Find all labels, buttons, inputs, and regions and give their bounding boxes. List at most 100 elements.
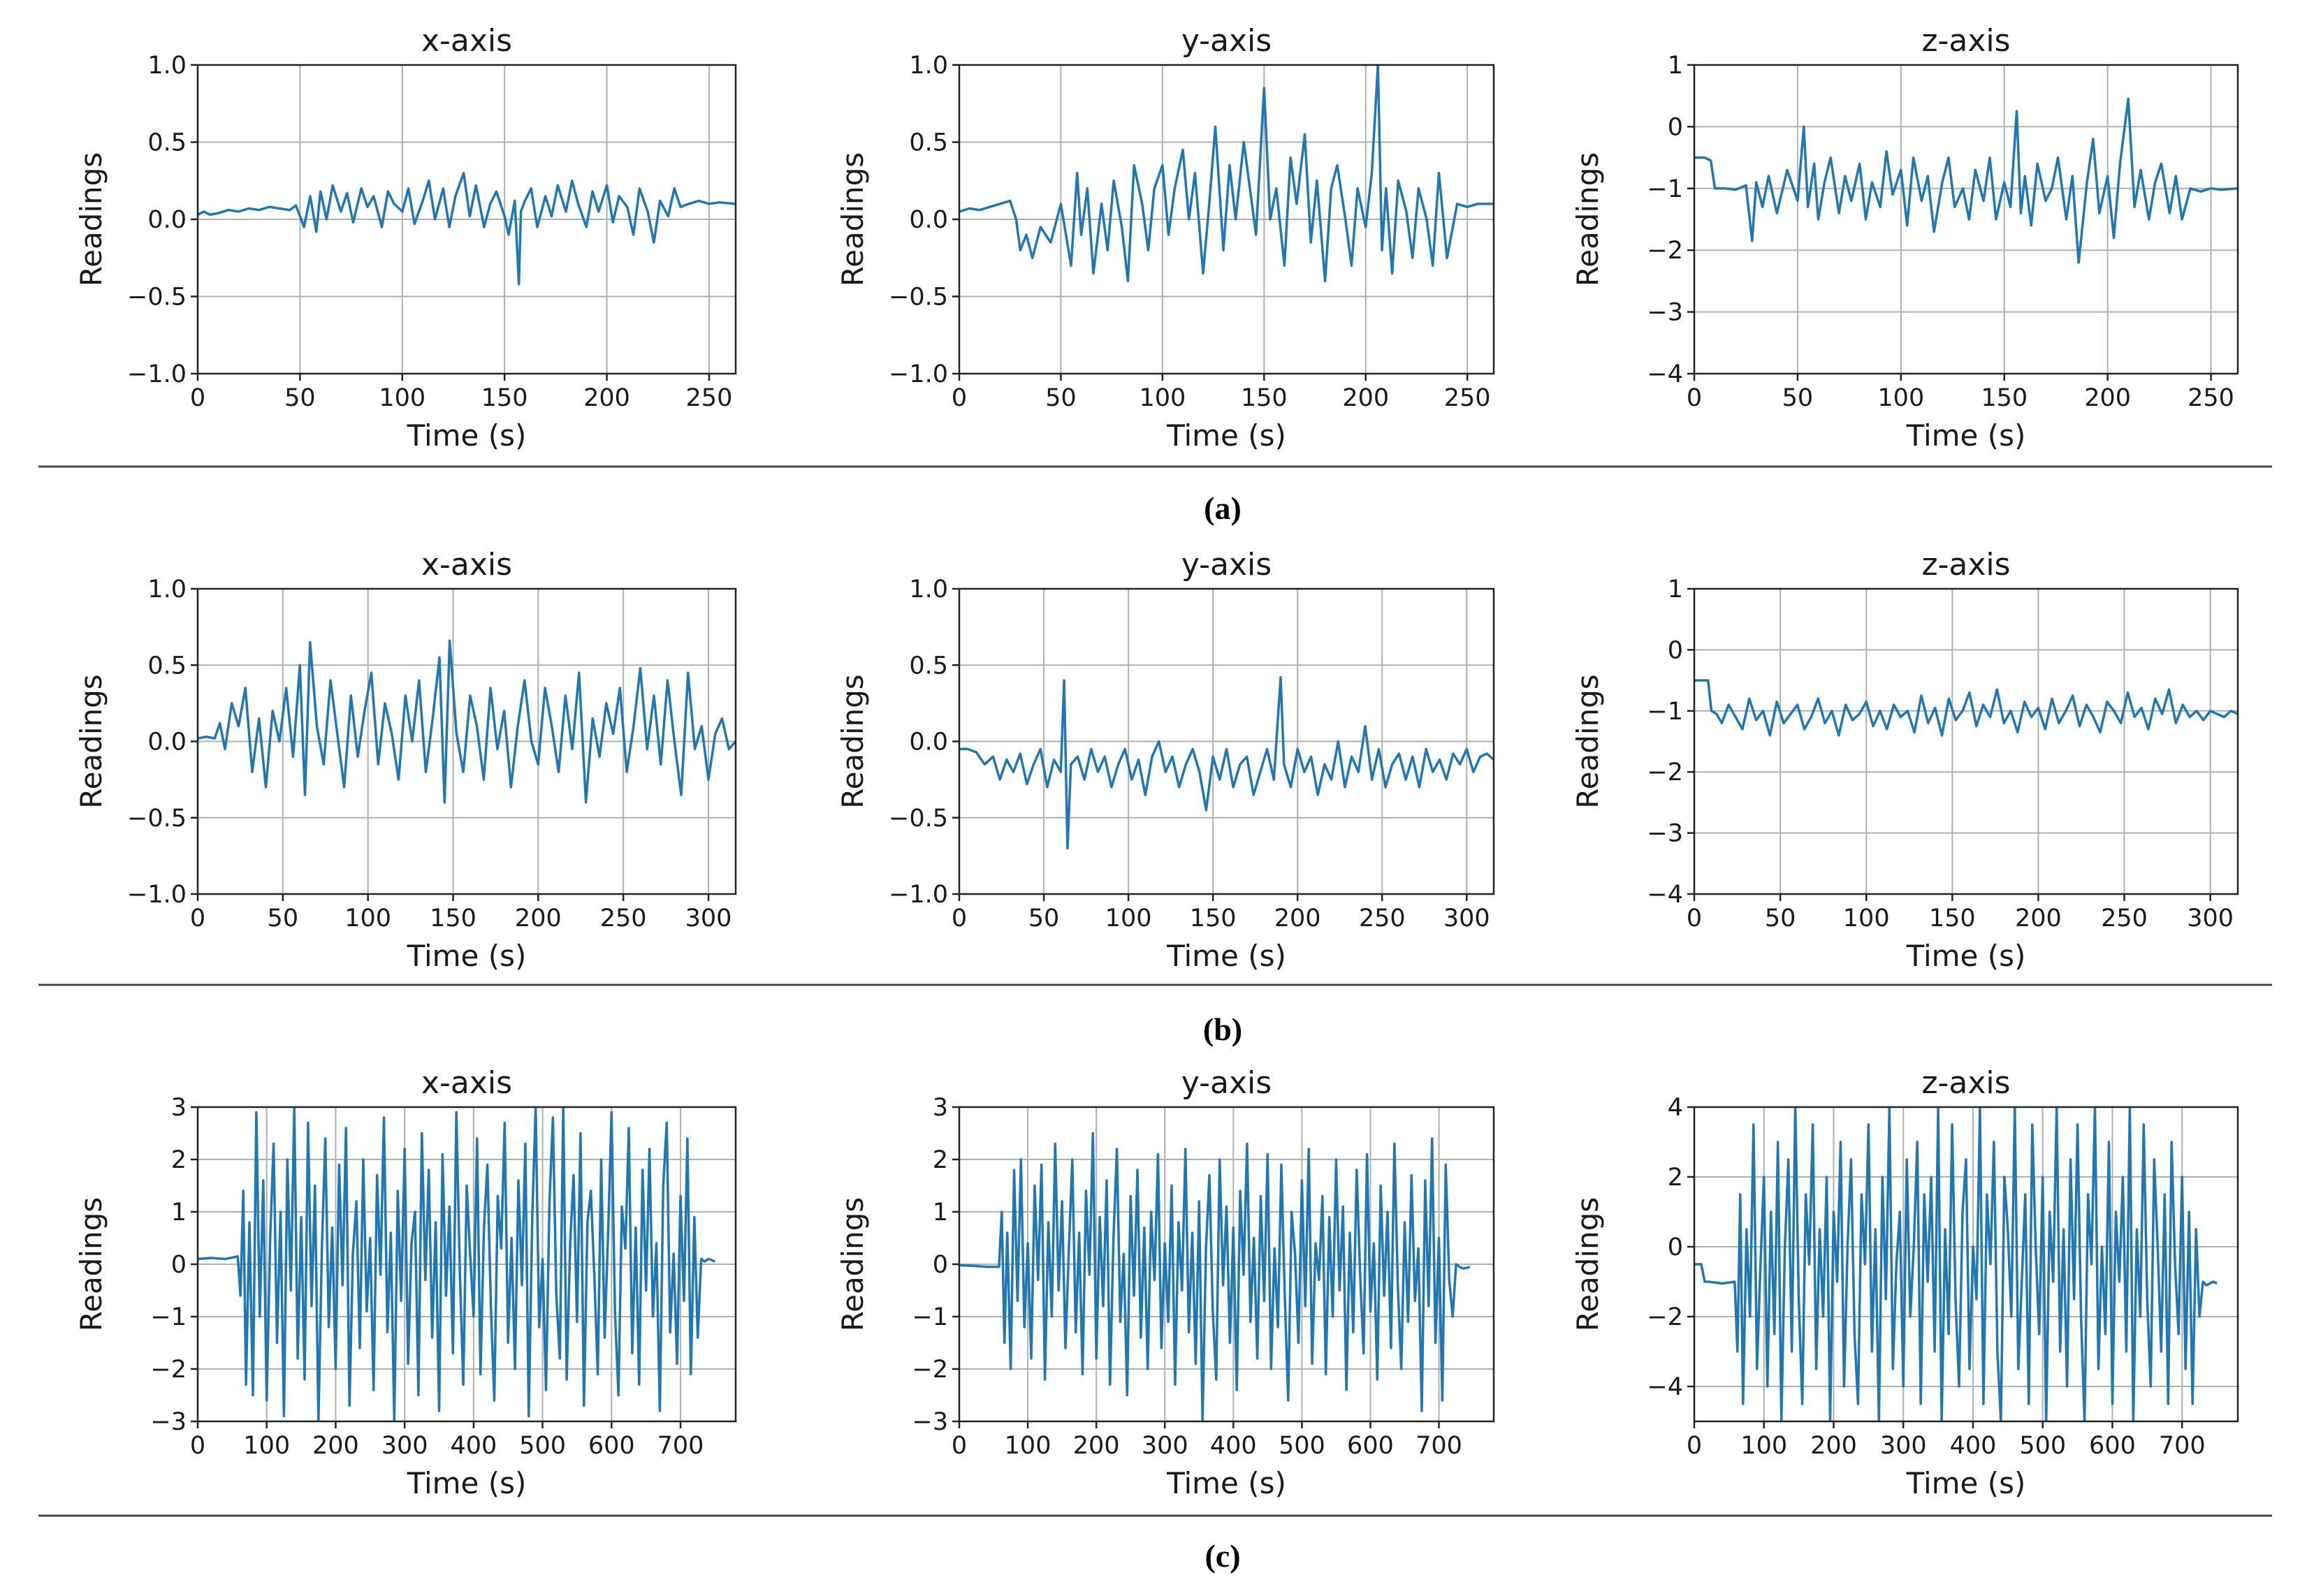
x-tick-label: 200 [515, 905, 562, 932]
subplot-y-axis: 0 50 100 150 200 250 300 −1.0 −0.5 0.0 0.5 1.0 y-axi… [836, 547, 1495, 973]
subplot-z-axis: 0 50 100 150 200 250 −4 −3 −2 −1 0 1 z-axis Time (s) R… [1571, 23, 2239, 453]
subplot-y-axis: 0 100 200 300 400 500 600 700 −3 −2 −1 0 1 2 3 y-axis Ti… [836, 1065, 1495, 1500]
x-tick-label: 0 [1687, 905, 1702, 932]
x-axis-label: Time (s) [1906, 418, 2026, 453]
y-tick-label: 1.0 [909, 576, 948, 603]
x-tick-label: 50 [268, 905, 299, 932]
y-tick-label: 1.0 [147, 576, 187, 603]
y-tick-label: 1 [1668, 576, 1683, 603]
y-tick-label: −0.5 [889, 284, 948, 312]
series-line [198, 171, 736, 286]
x-tick-label: 150 [1929, 905, 1976, 932]
x-tick-label: 400 [1210, 1432, 1257, 1460]
x-tick-label: 0 [190, 1432, 205, 1460]
x-tick-label: 300 [1443, 905, 1490, 932]
y-tick-label: −1 [1647, 175, 1683, 203]
y-tick-label: −1.0 [889, 360, 948, 388]
y-tick-label: 4 [1668, 1094, 1683, 1122]
y-axis-label: Readings [836, 674, 870, 808]
subplot-x-axis: 0 50 100 150 200 250 −1.0 −0.5 0.0 0.5 1.0 x-axis Ti… [74, 23, 737, 453]
y-axis-label: Readings [1571, 674, 1605, 808]
series-line [959, 675, 1494, 850]
series-line [1694, 679, 2238, 737]
subplot-y-axis: 0 50 100 150 200 250 −1.0 −0.5 0.0 0.5 1.0 y-axis Ti… [836, 23, 1495, 453]
x-axis-label: Time (s) [1906, 1466, 2026, 1500]
x-tick-label: 200 [1274, 905, 1321, 932]
y-tick-label: 0 [1668, 1233, 1683, 1261]
y-tick-label: −2 [150, 1356, 187, 1384]
x-tick-label: 250 [2188, 384, 2234, 412]
y-tick-label: −2 [912, 1356, 948, 1384]
x-tick-label: 600 [588, 1432, 635, 1460]
plot-frame [1693, 587, 2239, 895]
x-tick-label: 300 [381, 1432, 428, 1460]
y-axis-label: Readings [74, 152, 108, 286]
x-tick-label: 250 [600, 905, 647, 932]
x-tick-label: 100 [243, 1432, 290, 1460]
x-tick-label: 700 [1415, 1432, 1462, 1460]
x-tick-label: 50 [284, 384, 316, 412]
x-tick-label: 100 [1105, 905, 1152, 932]
y-tick-label: −1 [150, 1303, 187, 1331]
x-axis-label: Time (s) [1166, 939, 1286, 973]
series-line [1694, 97, 2238, 264]
y-tick-label: 1 [171, 1199, 187, 1227]
y-tick-label: 3 [171, 1094, 187, 1122]
row-caption: (c) [1204, 1538, 1240, 1574]
x-tick-label: 150 [481, 384, 528, 412]
x-tick-label: 700 [2159, 1432, 2206, 1460]
x-tick-label: 500 [519, 1432, 566, 1460]
y-tick-label: 0 [1668, 636, 1683, 664]
y-tick-label: 2 [1668, 1164, 1683, 1192]
y-tick-label: −3 [1647, 820, 1683, 848]
y-tick-label: −3 [150, 1408, 187, 1436]
subplot-title: y-axis [1181, 23, 1272, 59]
x-tick-label: 200 [1810, 1432, 1857, 1460]
y-tick-label: −1.0 [127, 881, 187, 909]
y-tick-label: 0 [1668, 113, 1683, 141]
subplot-title: y-axis [1181, 1065, 1272, 1101]
y-tick-label: 2 [933, 1146, 948, 1174]
x-tick-label: 250 [1444, 384, 1491, 412]
x-tick-label: 600 [2089, 1432, 2136, 1460]
y-tick-label: 1 [1668, 52, 1683, 80]
y-axis-label: Readings [836, 152, 870, 286]
x-tick-label: 100 [1740, 1432, 1787, 1460]
x-tick-label: 200 [2084, 384, 2131, 412]
subplot-title: z-axis [1921, 547, 2010, 583]
x-tick-label: 300 [1142, 1432, 1188, 1460]
x-tick-label: 0 [952, 905, 967, 932]
y-tick-label: 2 [171, 1146, 187, 1174]
x-tick-label: 100 [1877, 384, 1924, 412]
x-tick-label: 250 [2101, 905, 2148, 932]
y-tick-label: −3 [1647, 299, 1683, 327]
y-axis-label: Readings [836, 1197, 870, 1331]
x-tick-label: 500 [1279, 1432, 1325, 1460]
x-tick-label: 0 [952, 384, 967, 412]
y-tick-label: 0.5 [909, 652, 948, 680]
x-tick-label: 150 [1190, 905, 1237, 932]
y-tick-label: −2 [1647, 759, 1683, 786]
x-axis-label: Time (s) [1906, 939, 2026, 973]
y-tick-label: 0.5 [147, 652, 187, 680]
y-tick-label: 3 [933, 1094, 948, 1122]
y-tick-label: 0 [933, 1251, 948, 1279]
x-tick-label: 200 [583, 384, 630, 412]
x-tick-label: 0 [190, 384, 205, 412]
x-tick-label: 0 [1687, 384, 1702, 412]
plot-frame [1693, 64, 2239, 375]
subplot-title: y-axis [1181, 547, 1272, 583]
subplot-title: z-axis [1921, 1065, 2010, 1101]
y-tick-label: −1.0 [127, 360, 187, 388]
x-tick-label: 0 [952, 1432, 967, 1460]
y-axis-label: Readings [74, 674, 108, 808]
series-line [198, 639, 736, 804]
y-tick-label: 0.5 [909, 129, 948, 157]
panel-row-2: (b)0 50 100 150 200 250 300−1.0−0.50.00.51.0x-… [74, 547, 2239, 1047]
x-tick-label: 400 [1950, 1432, 1997, 1460]
row-caption: (b) [1203, 1011, 1242, 1047]
y-tick-label: −0.5 [889, 805, 948, 833]
x-tick-label: 0 [190, 905, 205, 932]
x-axis-label: Time (s) [1166, 418, 1286, 453]
